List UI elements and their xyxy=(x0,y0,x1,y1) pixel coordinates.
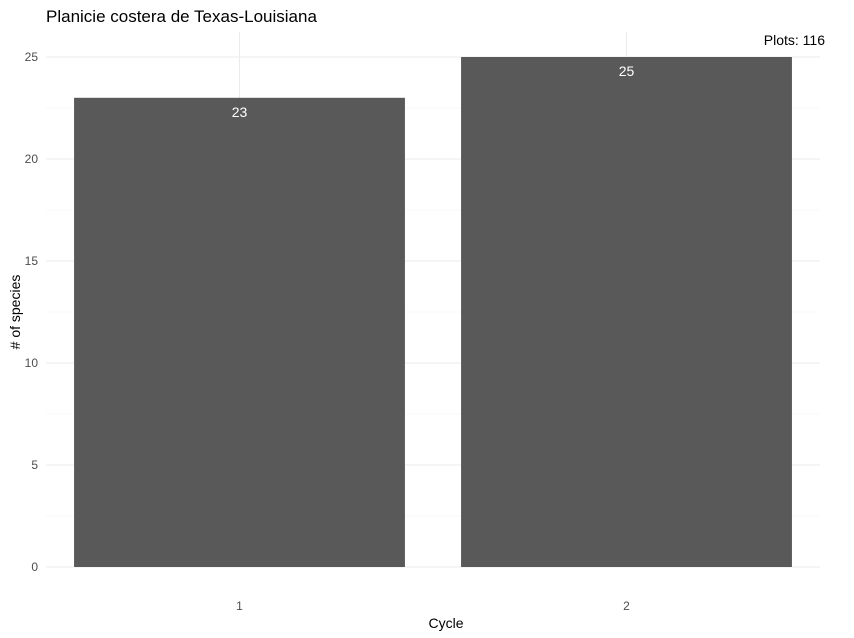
bar-cycle-2 xyxy=(461,57,792,567)
y-tick-label: 15 xyxy=(25,254,39,268)
bars xyxy=(74,57,792,568)
y-tick-label: 10 xyxy=(25,356,39,370)
y-tick-label: 0 xyxy=(31,560,38,574)
y-tick-label: 5 xyxy=(31,458,38,472)
x-tick-label: 2 xyxy=(623,599,630,613)
bar-cycle-1 xyxy=(74,97,405,568)
bar-value-label: 25 xyxy=(619,63,635,79)
y-axis-title: # of species xyxy=(7,275,23,350)
bar-value-label: 23 xyxy=(232,104,248,120)
plots-annotation: Plots: 116 xyxy=(764,32,825,48)
x-axis-title: Cycle xyxy=(428,615,463,631)
y-axis-ticks: 0 5 10 15 20 25 xyxy=(25,50,39,574)
y-tick-label: 25 xyxy=(25,50,39,64)
bar-labels: 23 25 xyxy=(232,63,635,120)
x-tick-label: 1 xyxy=(236,599,243,613)
y-tick-label: 20 xyxy=(25,152,39,166)
chart-title: Planicie costera de Texas-Louisiana xyxy=(46,7,317,26)
